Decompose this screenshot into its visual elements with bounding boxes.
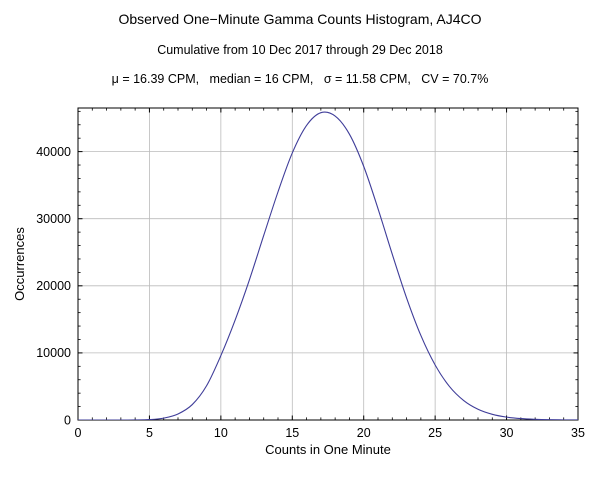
x-tick-label: 35 <box>571 426 585 440</box>
chart-stats-line: μ = 16.39 CPM, median = 16 CPM, σ = 11.5… <box>111 72 489 86</box>
plot-frame <box>77 107 579 421</box>
data-curve <box>78 111 578 420</box>
x-tick-label: 0 <box>75 426 82 440</box>
x-axis-label: Counts in One Minute <box>265 442 391 457</box>
y-tick-label: 30000 <box>36 212 71 226</box>
x-tick-label: 30 <box>500 426 514 440</box>
y-axis-label: Occurrences <box>12 227 27 301</box>
x-tick-label: 10 <box>214 426 228 440</box>
x-tick-label: 15 <box>285 426 299 440</box>
y-tick-label: 20000 <box>36 279 71 293</box>
x-tick-label: 5 <box>146 426 153 440</box>
chart-subtitle: Cumulative from 10 Dec 2017 through 29 D… <box>157 43 443 57</box>
chart-title: Observed One−Minute Gamma Counts Histogr… <box>118 11 482 27</box>
x-tick-label: 25 <box>428 426 442 440</box>
y-tick-label: 40000 <box>36 145 71 159</box>
y-tick-label: 10000 <box>36 346 71 360</box>
y-tick-label: 0 <box>64 413 71 427</box>
x-tick-label: 20 <box>357 426 371 440</box>
